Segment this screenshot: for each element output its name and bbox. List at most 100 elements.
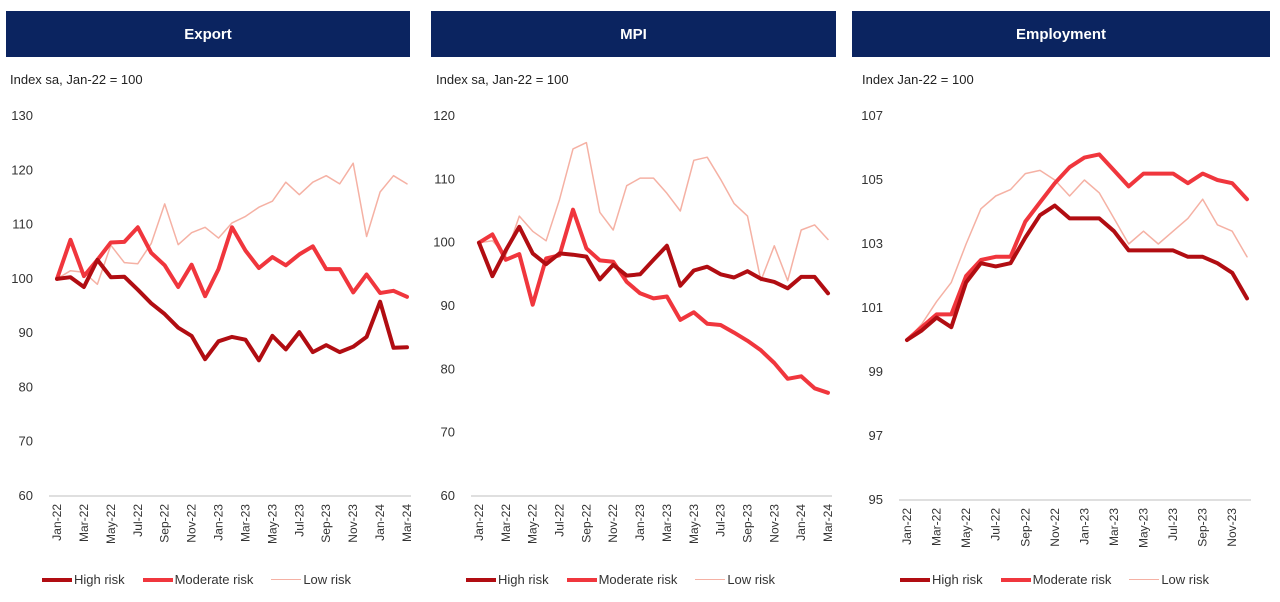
y-tick-label-120: 120 — [433, 108, 455, 123]
legend-high-risk: High risk — [900, 572, 983, 587]
x-tick-label-jul-23: Jul-23 — [714, 504, 728, 537]
x-tick-label-mar-22: Mar-22 — [499, 504, 513, 542]
export-chart: 60 70 80 90 100 110 120 130 Jan-22 Mar-22 May-22 Ju… — [11, 108, 414, 544]
legend-moderate-risk: Moderate risk — [566, 572, 678, 587]
series-line-high-risk — [55, 257, 409, 363]
y-tick-label-90: 90 — [19, 325, 33, 340]
mpi-chart: 60 70 80 90 100 110 120 Jan-22 Mar-22 May-22 Jul-2… — [433, 108, 835, 544]
legend-high-swatch — [466, 577, 496, 582]
legend-moderate-risk: Moderate risk — [1000, 572, 1112, 587]
series-line-moderate-risk — [905, 152, 1249, 342]
legend-moderate-label: Moderate risk — [1032, 572, 1112, 587]
y-tick-label-110: 110 — [434, 171, 455, 186]
legend-moderate-swatch — [1000, 577, 1031, 582]
export-title: Export — [6, 11, 410, 57]
mpi-panel: MPI Index sa, Jan-22 = 100 60 70 80 90 100 11… — [426, 0, 852, 602]
employment-title: Employment — [852, 11, 1270, 57]
y-tick-label-60: 60 — [441, 488, 455, 503]
y-tick-label-80: 80 — [19, 379, 33, 394]
legend-high-swatch — [42, 577, 72, 582]
legend-low-label: Low risk — [727, 572, 776, 587]
x-tick-label-jan-23: Jan-23 — [212, 504, 226, 541]
employment-panel: Employment Index Jan-22 = 100 95 97 99 101 1… — [852, 0, 1280, 602]
x-tick-label-sep-23: Sep-23 — [1196, 508, 1210, 547]
export-panel: Export Index sa, Jan-22 = 100 60 70 80 90 10… — [0, 0, 426, 602]
legend-low-risk: Low risk — [695, 572, 775, 587]
legend-low-risk: Low risk — [271, 572, 351, 587]
series-line-high-risk — [477, 224, 830, 296]
x-tick-label-may-22: May-22 — [959, 508, 973, 548]
legend-moderate-swatch — [142, 577, 173, 582]
x-tick-label-sep-23: Sep-23 — [319, 504, 333, 543]
x-tick-label-jan-24: Jan-24 — [373, 504, 387, 541]
x-tick-label-may-23: May-23 — [265, 504, 279, 544]
legend-high-swatch — [900, 577, 930, 582]
legend-moderate-risk: Moderate risk — [142, 572, 254, 587]
legend-low-swatch — [695, 579, 726, 580]
export-axis-note: Index sa, Jan-22 = 100 — [10, 72, 143, 87]
mpi-axis-note: Index sa, Jan-22 = 100 — [436, 72, 569, 87]
export-legend: High risk Moderate risk Low risk — [42, 572, 369, 587]
x-tick-label-sep-23: Sep-23 — [740, 504, 754, 543]
x-tick-label-nov-22: Nov-22 — [606, 504, 620, 543]
x-tick-label-sep-22: Sep-22 — [1018, 508, 1032, 547]
series-line-moderate-risk — [477, 207, 830, 395]
legend-low-label: Low risk — [303, 572, 352, 587]
series-line-high-risk — [905, 203, 1249, 342]
legend-low-label: Low risk — [1161, 572, 1210, 587]
series-line-low-risk — [56, 162, 408, 286]
employment-chart: 95 97 99 101 103 105 107 Jan-22 Mar-22 May-22 Jul-… — [861, 108, 1251, 548]
x-tick-label-mar-23: Mar-23 — [660, 504, 674, 542]
y-tick-label-60: 60 — [19, 488, 33, 503]
x-tick-label-jul-22: Jul-22 — [131, 504, 145, 537]
y-tick-label-110: 110 — [12, 217, 33, 232]
x-tick-label-mar-24: Mar-24 — [400, 504, 414, 542]
x-tick-label-nov-23: Nov-23 — [346, 504, 360, 543]
y-tick-label-100: 100 — [11, 271, 33, 286]
series-line-low-risk — [906, 169, 1248, 341]
legend-moderate-swatch — [566, 577, 597, 582]
y-tick-label-100: 100 — [433, 235, 455, 250]
y-tick-label-80: 80 — [441, 361, 455, 376]
y-tick-label-90: 90 — [441, 298, 455, 313]
legend-high-label: High risk — [932, 572, 983, 587]
y-tick-label-99: 99 — [869, 364, 883, 379]
legend-low-swatch — [1129, 579, 1160, 580]
x-tick-label-mar-22: Mar-22 — [930, 508, 944, 546]
series-line-low-risk — [478, 141, 829, 282]
legend-high-risk: High risk — [466, 572, 549, 587]
x-tick-label-jan-22: Jan-22 — [50, 504, 64, 541]
x-tick-label-jul-23: Jul-23 — [1166, 508, 1180, 541]
x-tick-label-jan-24: Jan-24 — [794, 504, 808, 541]
legend-moderate-label: Moderate risk — [174, 572, 254, 587]
y-tick-label-107: 107 — [861, 108, 883, 123]
x-tick-label-sep-22: Sep-22 — [579, 504, 593, 543]
y-tick-label-70: 70 — [19, 434, 33, 449]
x-tick-label-mar-23: Mar-23 — [238, 504, 252, 542]
y-tick-label-103: 103 — [861, 236, 883, 251]
x-tick-label-mar-23: Mar-23 — [1107, 508, 1121, 546]
x-tick-label-nov-22: Nov-22 — [185, 504, 199, 543]
y-tick-label-105: 105 — [861, 172, 883, 187]
x-tick-label-jul-22: Jul-22 — [553, 504, 567, 537]
series-line-moderate-risk — [55, 225, 409, 299]
x-tick-label-may-23: May-23 — [1137, 508, 1151, 548]
x-tick-label-sep-22: Sep-22 — [158, 504, 172, 543]
y-tick-label-120: 120 — [11, 162, 33, 177]
x-tick-label-jan-22: Jan-22 — [472, 504, 486, 541]
y-tick-label-97: 97 — [869, 428, 883, 443]
y-tick-label-70: 70 — [441, 425, 455, 440]
x-tick-label-mar-22: Mar-22 — [77, 504, 91, 542]
x-tick-label-may-22: May-22 — [526, 504, 540, 544]
legend-moderate-label: Moderate risk — [598, 572, 678, 587]
employment-axis-note: Index Jan-22 = 100 — [862, 72, 974, 87]
x-tick-label-jul-23: Jul-23 — [292, 504, 306, 537]
x-tick-label-may-23: May-23 — [687, 504, 701, 544]
x-tick-label-nov-22: Nov-22 — [1048, 508, 1062, 547]
legend-high-label: High risk — [498, 572, 549, 587]
employment-legend: High risk Moderate risk Low risk — [900, 572, 1227, 587]
y-tick-label-130: 130 — [11, 108, 33, 123]
legend-high-risk: High risk — [42, 572, 125, 587]
x-tick-label-may-22: May-22 — [104, 504, 118, 544]
legend-high-label: High risk — [74, 572, 125, 587]
